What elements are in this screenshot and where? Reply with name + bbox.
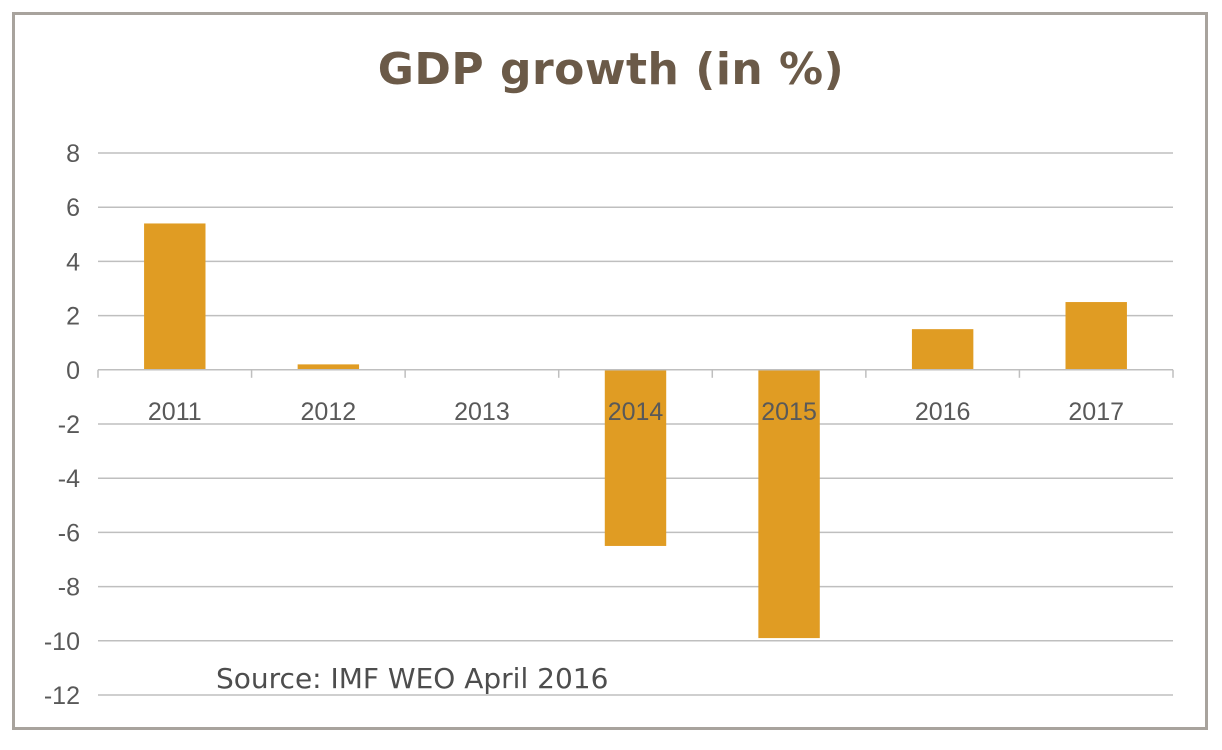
bar-2016 <box>911 329 974 370</box>
bars <box>144 223 1127 639</box>
y-tick-label: 8 <box>66 140 80 168</box>
x-axis <box>97 369 1174 378</box>
bar-2017 <box>1065 302 1127 370</box>
x-axis-tick-labels: 2011 2012 2013 2014 2015 2016 2017 <box>148 398 1124 426</box>
y-tick-label: 0 <box>66 357 80 385</box>
chart-title: GDP growth (in %) <box>377 44 845 95</box>
x-tick-label: 2012 <box>301 398 357 426</box>
y-tick-label: -6 <box>58 519 80 547</box>
bar-2012 <box>297 364 360 370</box>
x-tick-label: 2011 <box>148 398 202 426</box>
y-tick-label: 2 <box>66 303 80 331</box>
y-tick-label: -4 <box>58 465 80 493</box>
x-tick-label: 2014 <box>608 398 664 426</box>
x-tick-label: 2013 <box>454 398 510 426</box>
y-axis-tick-labels: 8 6 4 2 0 -2 -4 -6 -8 -10 -12 <box>44 140 80 710</box>
bar-2014 <box>604 369 667 546</box>
bar-2015 <box>758 369 820 639</box>
x-tick-label: 2016 <box>915 398 971 426</box>
x-tick-label: 2015 <box>761 398 817 426</box>
x-tick-label: 2017 <box>1068 398 1124 426</box>
y-tick-label: 6 <box>66 194 80 222</box>
y-tick-label: -8 <box>58 574 80 602</box>
y-tick-label: -2 <box>58 411 80 439</box>
bar-2011 <box>144 223 206 370</box>
source-annotation: Source: IMF WEO April 2016 <box>216 662 609 695</box>
y-tick-label: 4 <box>66 248 80 276</box>
y-tick-label: -12 <box>44 682 80 710</box>
y-tick-label: -10 <box>44 628 80 656</box>
